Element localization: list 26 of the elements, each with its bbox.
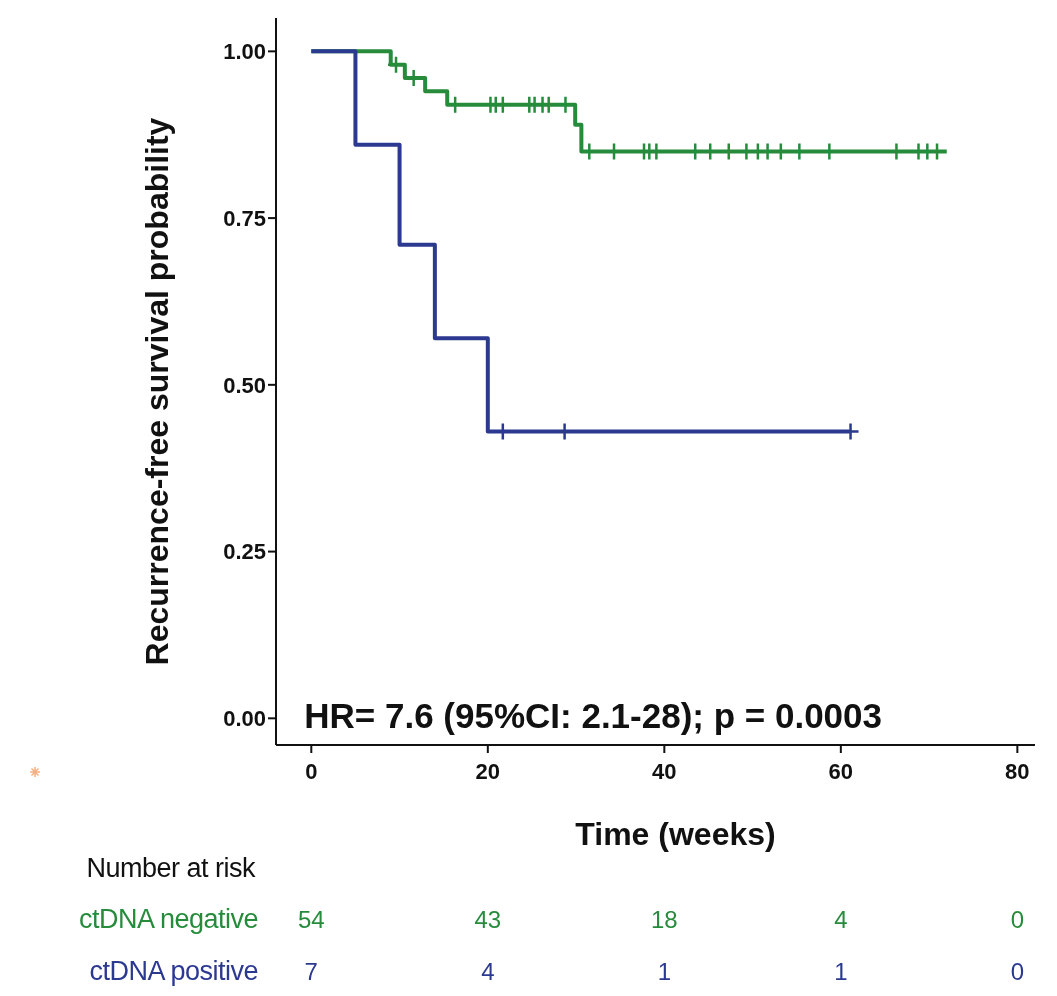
y-tick-label: 0.75 — [223, 205, 266, 231]
text: 0 — [1010, 906, 1025, 933]
text: 43 — [474, 906, 502, 933]
text: 0 — [1010, 958, 1025, 985]
x-tick-label: 80 — [1005, 759, 1030, 784]
text: 4 — [834, 906, 848, 933]
y-tick-label: 0.00 — [223, 706, 266, 732]
x-tick-label: 0 — [305, 759, 318, 784]
x-tick-label: 60 — [828, 759, 854, 784]
text: 18 — [650, 906, 678, 933]
text: Number at risk — [86, 853, 256, 883]
x-tick-label: 40 — [652, 759, 677, 784]
y-tick-label: 0.50 — [223, 372, 266, 398]
y-axis-title: Recurrence-free survival probability — [139, 117, 175, 666]
text: ctDNA positive — [89, 956, 258, 986]
x-tick-label: 20 — [475, 759, 501, 784]
y-tick-label: 0.25 — [223, 539, 266, 565]
text: ctDNA negative — [78, 904, 258, 934]
x-axis-title: Time (weeks) — [575, 816, 776, 852]
text: 1 — [657, 958, 672, 985]
text: 7 — [304, 958, 318, 985]
text: 1 — [834, 958, 848, 985]
annotation: HR= 7.6 (95%CI: 2.1-28); p = 0.0003 — [304, 696, 883, 736]
text: 54 — [297, 906, 325, 933]
text: 4 — [481, 958, 495, 985]
y-tick-label: 1.00 — [223, 39, 266, 65]
